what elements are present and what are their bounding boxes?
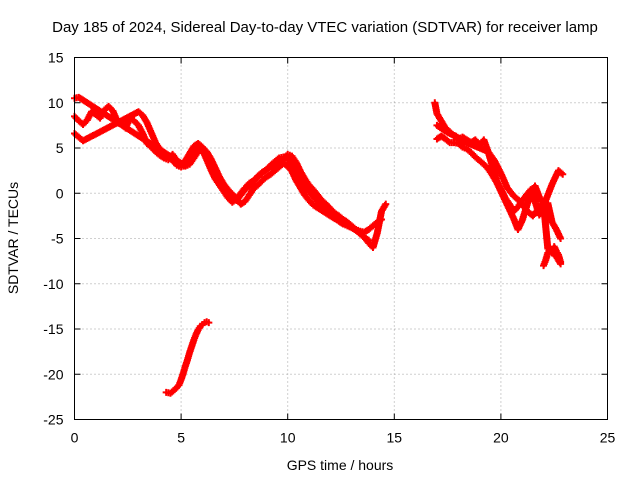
- data-points: [71, 93, 567, 397]
- y-tick-label: -15: [43, 321, 63, 337]
- data-point: [559, 170, 567, 178]
- x-tick-label: 0: [71, 430, 79, 446]
- y-tick-label: -25: [43, 412, 63, 428]
- series-track-4: [162, 318, 213, 397]
- grid-lines: [74, 57, 608, 420]
- series-track-3: [71, 93, 373, 244]
- x-tick-label: 20: [493, 430, 509, 446]
- series-track-2: [71, 108, 390, 252]
- x-tick-label: 15: [387, 430, 403, 446]
- x-tick-label: 10: [280, 430, 296, 446]
- y-tick-label: -5: [51, 231, 64, 247]
- x-tick-label: 25: [600, 430, 616, 446]
- y-tick-label: -20: [43, 366, 63, 382]
- series-track-8: [540, 243, 565, 270]
- y-tick-label: 10: [48, 95, 64, 111]
- data-point: [205, 319, 213, 327]
- plot-frame: [74, 57, 608, 420]
- x-tick-labels: 0 5 10 15 20 25: [71, 430, 616, 446]
- x-tick-label: 5: [177, 430, 185, 446]
- y-tick-label: 5: [56, 140, 64, 156]
- y-tick-label: 0: [56, 185, 64, 201]
- series-track-7: [433, 121, 567, 220]
- data-point: [365, 236, 373, 244]
- chart-title: Day 185 of 2024, Sidereal Day-to-day VTE…: [52, 19, 598, 36]
- data-point: [557, 258, 565, 266]
- y-tick-labels: 15 10 5 0 -5 -10 -15 -20 -25: [43, 50, 63, 428]
- x-axis-label: GPS time / hours: [287, 457, 394, 473]
- data-point: [382, 200, 390, 208]
- axis-ticks: [74, 57, 608, 420]
- y-tick-label: -10: [43, 276, 63, 292]
- y-tick-label: 15: [48, 50, 64, 66]
- y-axis-label: SDTVAR / TECUs: [5, 182, 21, 294]
- data-point: [557, 235, 565, 242]
